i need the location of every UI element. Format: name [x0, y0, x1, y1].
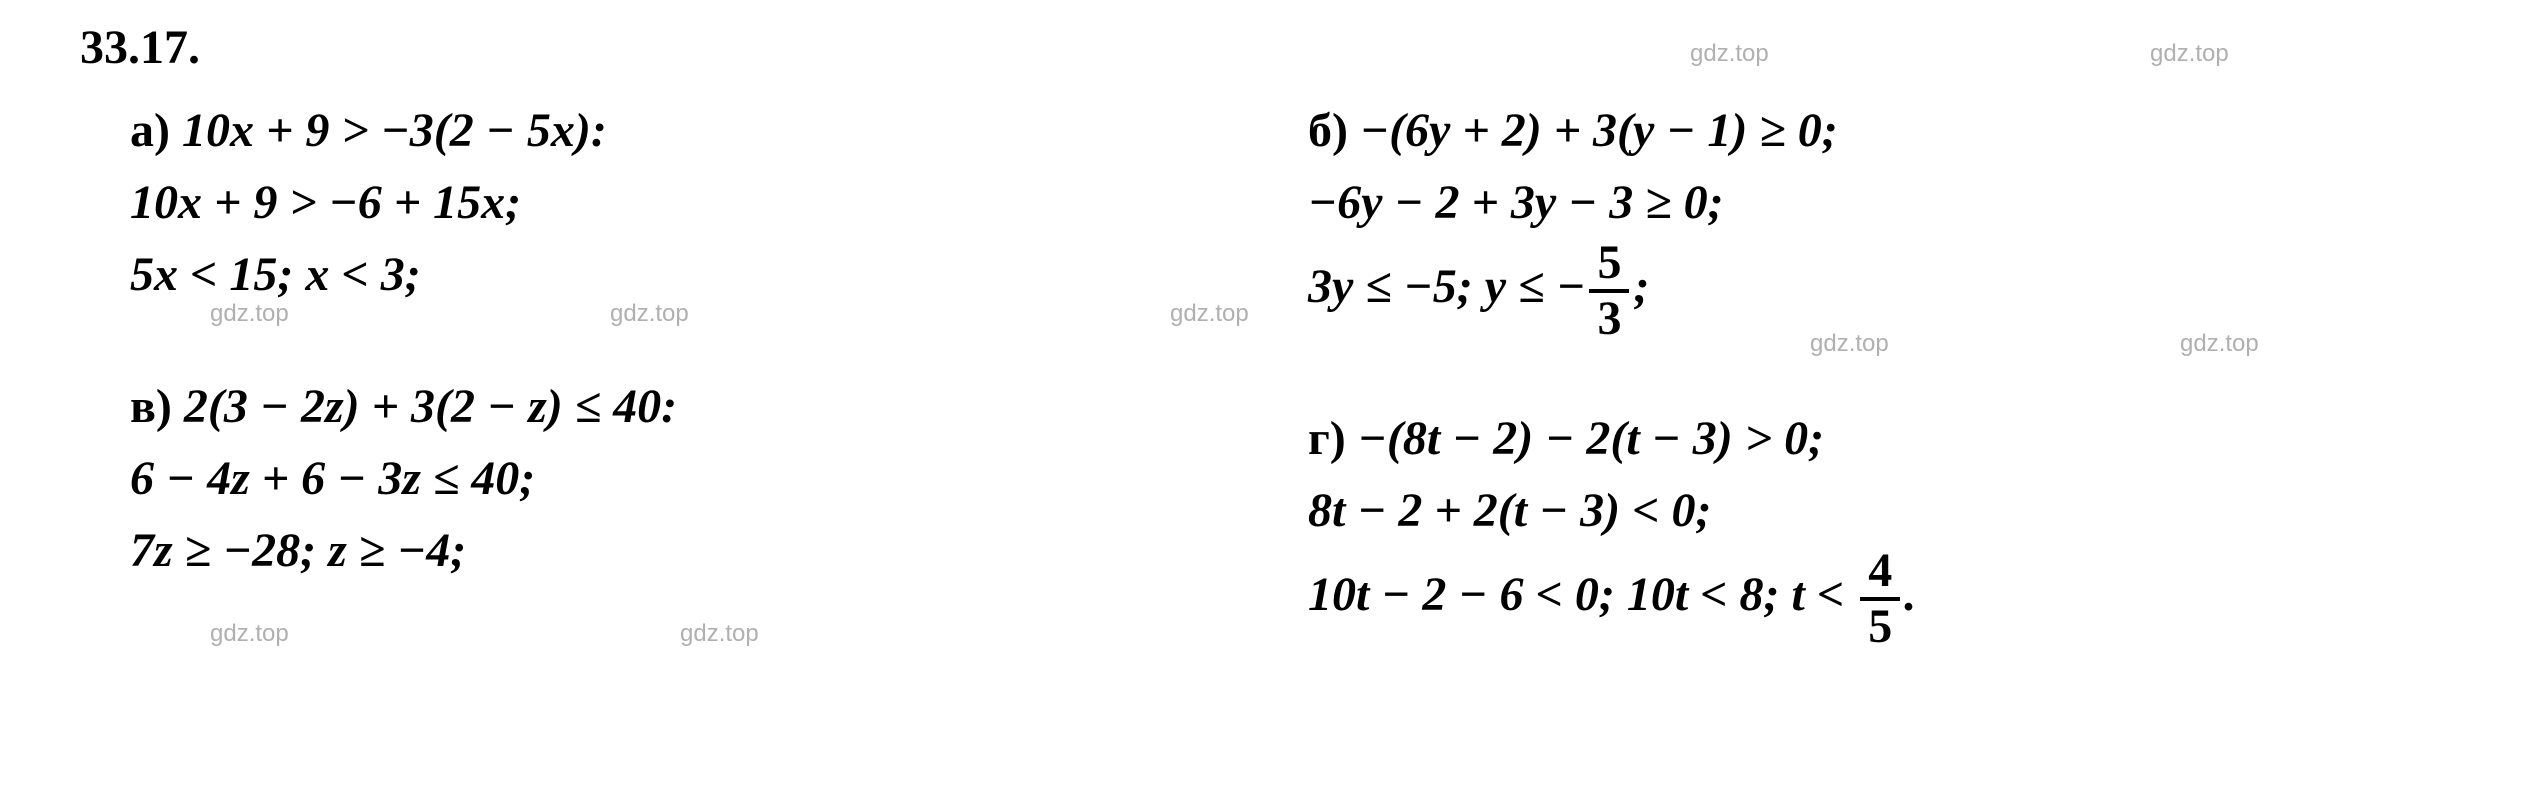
expr-g-1: −(8t − 2) − 2(t − 3) > 0;: [1358, 412, 1824, 465]
left-column: а) 10x + 9 > −3(2 − 5x): 10x + 9 > −6 + …: [80, 95, 1268, 711]
expr-g-3-post: .: [1904, 568, 1916, 621]
problem-a: а) 10x + 9 > −3(2 − 5x): 10x + 9 > −6 + …: [80, 95, 1228, 311]
watermark: gdz.top: [210, 620, 289, 648]
problem-v: в) 2(3 − 2z) + 3(2 − z) ≤ 40: 6 − 4z + 6…: [80, 371, 1228, 587]
watermark: gdz.top: [610, 300, 689, 328]
label-b: б): [1308, 104, 1348, 157]
expr-g-3-pre: 10t − 2 − 6 < 0; 10t < 8; t <: [1308, 568, 1856, 621]
problem-b-line3: 3y ≤ −5; y ≤ −53;: [1308, 239, 2456, 343]
watermark: gdz.top: [1810, 330, 1889, 358]
problem-g-line2: 8t − 2 + 2(t − 3) < 0;: [1308, 475, 2456, 547]
label-v: в): [130, 380, 172, 433]
frac-b-den: 3: [1589, 293, 1629, 343]
problem-v-line3: 7z ≥ −28; z ≥ −4;: [130, 515, 1228, 587]
fraction-g: 45: [1860, 547, 1900, 651]
fraction-b: 53: [1589, 239, 1629, 343]
problem-b-line2: −6y − 2 + 3y − 3 ≥ 0;: [1308, 167, 2456, 239]
watermark: gdz.top: [1170, 300, 1249, 328]
watermark: gdz.top: [210, 300, 289, 328]
problem-g: г) −(8t − 2) − 2(t − 3) > 0; 8t − 2 + 2(…: [1308, 403, 2456, 651]
problem-v-line2: 6 − 4z + 6 − 3z ≤ 40;: [130, 443, 1228, 515]
frac-g-num: 4: [1860, 547, 1900, 601]
problem-number: 33.17.: [80, 20, 2456, 75]
problem-b: б) −(6y + 2) + 3(y − 1) ≥ 0; −6y − 2 + 3…: [1308, 95, 2456, 343]
expr-b-1: −(6y + 2) + 3(y − 1) ≥ 0;: [1360, 104, 1838, 157]
watermark: gdz.top: [2150, 40, 2229, 68]
problem-a-line2: 10x + 9 > −6 + 15x;: [130, 167, 1228, 239]
expr-v-1: 2(3 − 2z) + 3(2 − z) ≤ 40:: [184, 380, 677, 433]
frac-g-den: 5: [1860, 601, 1900, 651]
expr-b-3-post: ;: [1633, 260, 1649, 313]
frac-b-num: 5: [1589, 239, 1629, 293]
content-columns: а) 10x + 9 > −3(2 − 5x): 10x + 9 > −6 + …: [80, 95, 2456, 711]
label-g: г): [1308, 412, 1346, 465]
expr-b-3-pre: 3y ≤ −5; y ≤ −: [1308, 260, 1585, 313]
problem-g-line3: 10t − 2 − 6 < 0; 10t < 8; t < 45.: [1308, 547, 2456, 651]
problem-a-line1: а) 10x + 9 > −3(2 − 5x):: [130, 95, 1228, 167]
right-column: б) −(6y + 2) + 3(y − 1) ≥ 0; −6y − 2 + 3…: [1268, 95, 2456, 711]
problem-g-line1: г) −(8t − 2) − 2(t − 3) > 0;: [1308, 403, 2456, 475]
watermark: gdz.top: [680, 620, 759, 648]
problem-v-line1: в) 2(3 − 2z) + 3(2 − z) ≤ 40:: [130, 371, 1228, 443]
watermark: gdz.top: [1690, 40, 1769, 68]
expr-a-1: 10x + 9 > −3(2 − 5x):: [182, 104, 607, 157]
problem-b-line1: б) −(6y + 2) + 3(y − 1) ≥ 0;: [1308, 95, 2456, 167]
label-a: а): [130, 104, 170, 157]
watermark: gdz.top: [2180, 330, 2259, 358]
